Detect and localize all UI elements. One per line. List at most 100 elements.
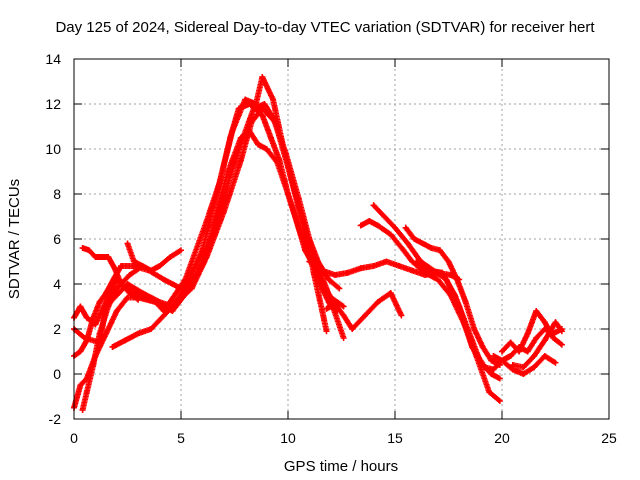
data-point bbox=[332, 301, 339, 308]
data-point bbox=[124, 294, 131, 301]
series-track-13 bbox=[402, 224, 503, 368]
data-point bbox=[496, 362, 503, 368]
data-point bbox=[531, 364, 538, 371]
data-point bbox=[105, 254, 112, 260]
data-point bbox=[496, 398, 503, 404]
data-point bbox=[160, 276, 167, 283]
data-point bbox=[92, 254, 99, 260]
data-point bbox=[148, 326, 155, 332]
data-point bbox=[103, 330, 110, 337]
x-tick-label: 20 bbox=[494, 430, 510, 446]
data-point bbox=[387, 231, 394, 238]
data-point bbox=[105, 303, 112, 310]
data-point bbox=[524, 330, 531, 337]
data-point bbox=[270, 96, 277, 103]
data-point bbox=[237, 134, 244, 141]
data-point bbox=[267, 134, 274, 141]
x-tick-label: 5 bbox=[177, 430, 185, 446]
data-point bbox=[124, 281, 131, 287]
data-point bbox=[98, 254, 105, 260]
data-point bbox=[336, 285, 343, 292]
data-point bbox=[471, 326, 478, 332]
data-point bbox=[113, 308, 120, 314]
x-tick-label: 15 bbox=[387, 430, 403, 446]
chart-title: Day 125 of 2024, Sidereal Day-to-day VTE… bbox=[55, 19, 595, 36]
data-point bbox=[426, 267, 433, 274]
series-track-7 bbox=[109, 128, 347, 350]
data-point bbox=[90, 314, 97, 321]
y-tick-label: 12 bbox=[45, 96, 61, 112]
data-point bbox=[83, 389, 90, 395]
data-point bbox=[524, 348, 531, 355]
data-point bbox=[126, 272, 133, 278]
series-track-14 bbox=[413, 258, 503, 382]
data-point bbox=[409, 267, 416, 274]
data-point bbox=[541, 319, 548, 326]
data-point bbox=[558, 328, 565, 335]
y-tick-label: -2 bbox=[49, 411, 62, 427]
data-point bbox=[340, 312, 347, 319]
x-axis-label: GPS time / hours bbox=[284, 458, 398, 475]
data-point bbox=[250, 105, 257, 112]
data-point bbox=[272, 119, 279, 125]
data-point bbox=[85, 247, 92, 254]
data-point bbox=[319, 267, 326, 274]
data-point bbox=[541, 353, 548, 359]
data-point bbox=[122, 337, 129, 344]
data-point bbox=[552, 359, 559, 366]
data-point bbox=[212, 213, 219, 220]
y-tick-label: 0 bbox=[53, 366, 61, 382]
data-point bbox=[507, 339, 514, 346]
series-track-8 bbox=[124, 240, 184, 274]
x-tick-label: 25 bbox=[601, 430, 617, 446]
data-point bbox=[225, 168, 232, 175]
data-point bbox=[486, 389, 493, 395]
data-point bbox=[317, 276, 324, 283]
data-point bbox=[173, 299, 180, 305]
data-point bbox=[462, 299, 469, 305]
data-point bbox=[229, 128, 236, 134]
data-point bbox=[160, 312, 167, 319]
data-point bbox=[83, 314, 90, 321]
data-point bbox=[259, 105, 266, 112]
data-point bbox=[357, 265, 364, 272]
y-axis-label: SDTVAR / TECUs bbox=[6, 179, 23, 299]
data-point bbox=[274, 159, 281, 166]
data-point bbox=[464, 326, 471, 332]
data-layer bbox=[71, 74, 565, 413]
data-point bbox=[533, 335, 540, 341]
data-point bbox=[402, 224, 409, 231]
data-point bbox=[126, 290, 133, 296]
y-tick-label: 4 bbox=[53, 276, 61, 292]
data-point bbox=[370, 202, 377, 209]
data-point bbox=[156, 263, 163, 269]
y-tick-label: 6 bbox=[53, 231, 61, 247]
y-tick-label: 8 bbox=[53, 186, 61, 202]
y-tick-label: 14 bbox=[45, 51, 61, 67]
data-point bbox=[152, 299, 159, 305]
y-tick-label: 2 bbox=[53, 321, 61, 337]
x-tick-label: 10 bbox=[280, 430, 296, 446]
data-point bbox=[297, 213, 304, 220]
x-tick-label: 0 bbox=[70, 430, 78, 446]
axes: 0 5 10 15 20 25 -2 0 2 4 6 8 10 12 14 bbox=[45, 51, 617, 446]
series-track-10 bbox=[323, 290, 405, 332]
data-point bbox=[490, 353, 497, 359]
data-point bbox=[118, 281, 125, 287]
data-point bbox=[419, 240, 426, 247]
data-point bbox=[357, 222, 364, 229]
data-point bbox=[370, 263, 377, 269]
data-point bbox=[216, 179, 223, 186]
data-point bbox=[103, 290, 110, 296]
data-point bbox=[77, 303, 84, 310]
data-point bbox=[135, 296, 142, 303]
data-point bbox=[319, 308, 326, 314]
data-point bbox=[490, 366, 497, 373]
data-point bbox=[520, 364, 527, 371]
grid bbox=[74, 59, 609, 419]
data-point bbox=[323, 305, 330, 312]
data-point bbox=[237, 157, 244, 164]
data-point bbox=[295, 224, 302, 231]
data-point bbox=[404, 240, 411, 247]
